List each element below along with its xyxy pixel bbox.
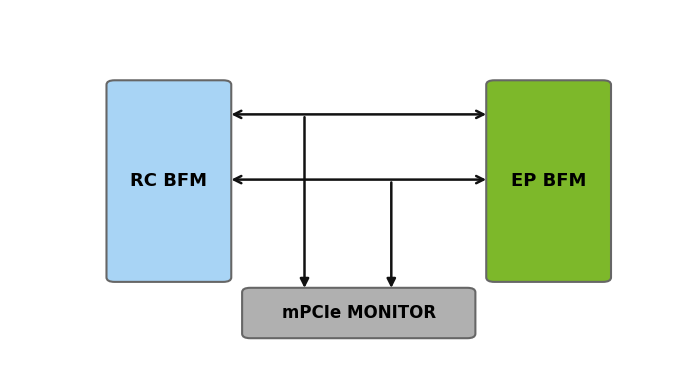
Text: mPCIe MONITOR: mPCIe MONITOR [281, 304, 436, 322]
Text: RC BFM: RC BFM [130, 172, 207, 190]
FancyBboxPatch shape [106, 80, 231, 282]
Text: EP BFM: EP BFM [511, 172, 587, 190]
FancyBboxPatch shape [486, 80, 611, 282]
FancyBboxPatch shape [242, 288, 475, 338]
